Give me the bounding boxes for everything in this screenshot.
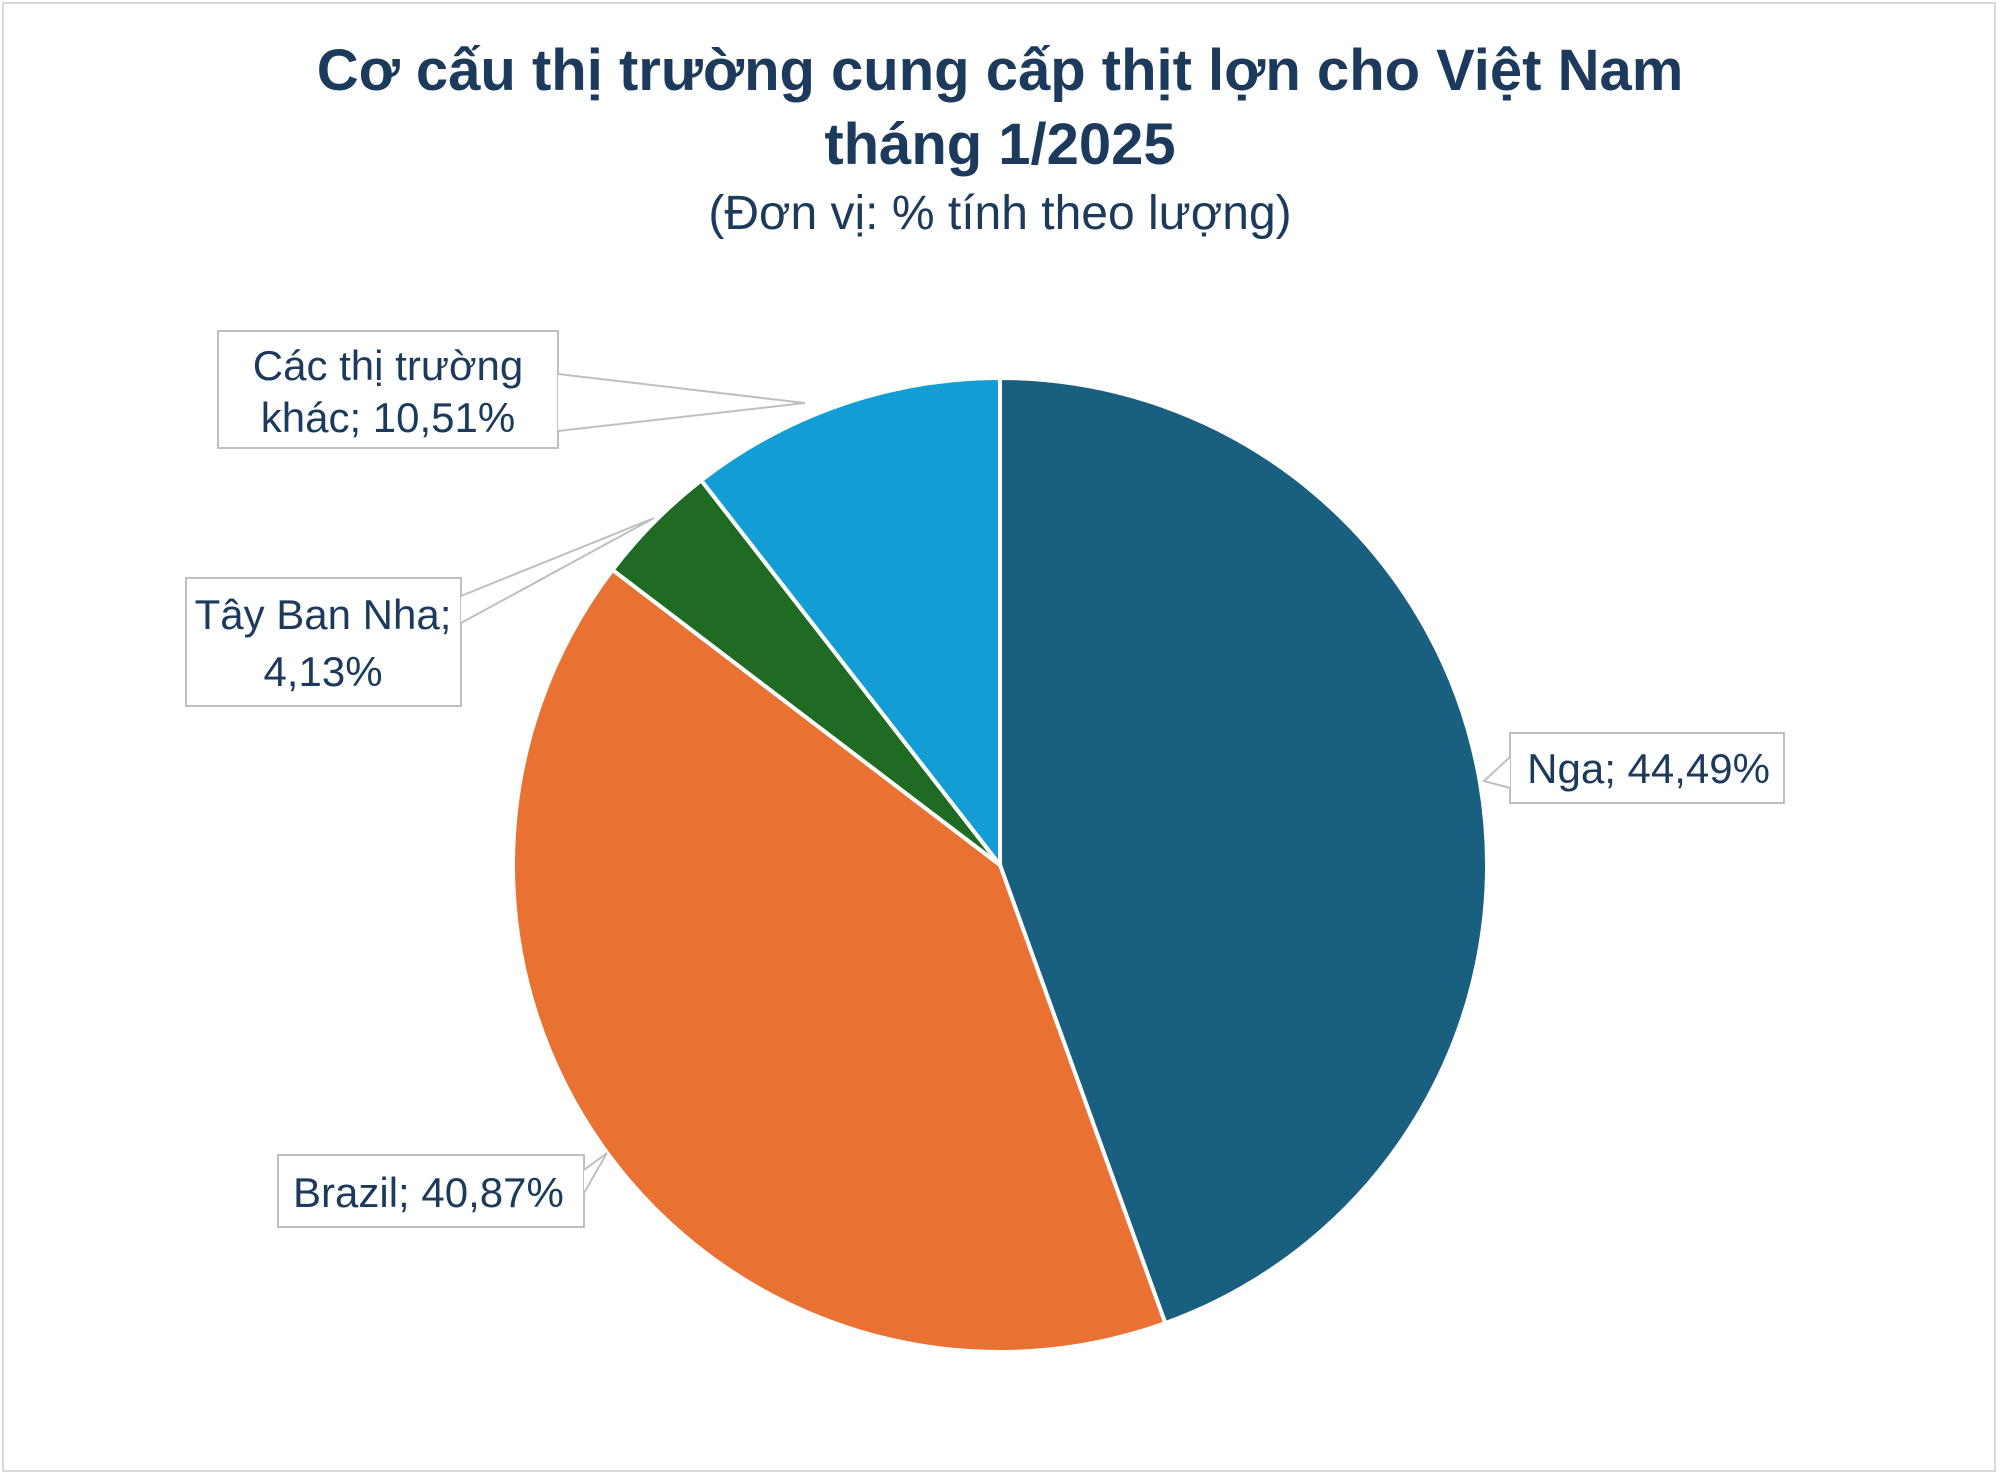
pie-slice-khac	[699, 376, 1002, 867]
data-label-text-nga-1: Nga; 44,49%	[1527, 745, 1770, 792]
data-label-pointer-nga	[1481, 756, 1511, 789]
data-label-pointer-brazil	[583, 1152, 608, 1194]
data-label-text-brazil-1: Brazil; 40,87%	[293, 1169, 564, 1216]
data-label-box-nga	[1509, 732, 1785, 804]
data-label-khac: Các thị trường khác; 10,51%	[217, 330, 806, 449]
data-label-text-khac-1: Các thị trường	[253, 342, 523, 389]
pie-slice-nga	[998, 376, 1490, 1326]
data-label-pointer-khac	[557, 373, 806, 432]
data-label-tay-ban-nha: Tây Ban Nha; 4,13%	[185, 517, 655, 707]
data-label-brazil: Brazil; 40,87%	[277, 1152, 608, 1228]
pie-slice-brazil	[511, 567, 1168, 1354]
data-label-text-tay-ban-nha-2: 4,13%	[263, 648, 382, 695]
chart-title-line1: Cơ cấu thị trường cung cấp thịt lợn cho …	[316, 38, 1684, 103]
data-label-text-tay-ban-nha-1: Tây Ban Nha;	[195, 591, 452, 638]
data-label-nga: Nga; 44,49%	[1481, 732, 1785, 804]
data-label-box-tay-ban-nha	[185, 577, 462, 707]
data-label-text-khac-2: khác; 10,51%	[261, 394, 516, 441]
chart-title-line2: tháng 1/2025	[824, 112, 1176, 177]
chart-subtitle: (Đơn vị: % tính theo lượng)	[708, 187, 1292, 240]
data-label-box-khac	[217, 330, 559, 449]
data-label-pointer-tay-ban-nha	[460, 517, 655, 624]
